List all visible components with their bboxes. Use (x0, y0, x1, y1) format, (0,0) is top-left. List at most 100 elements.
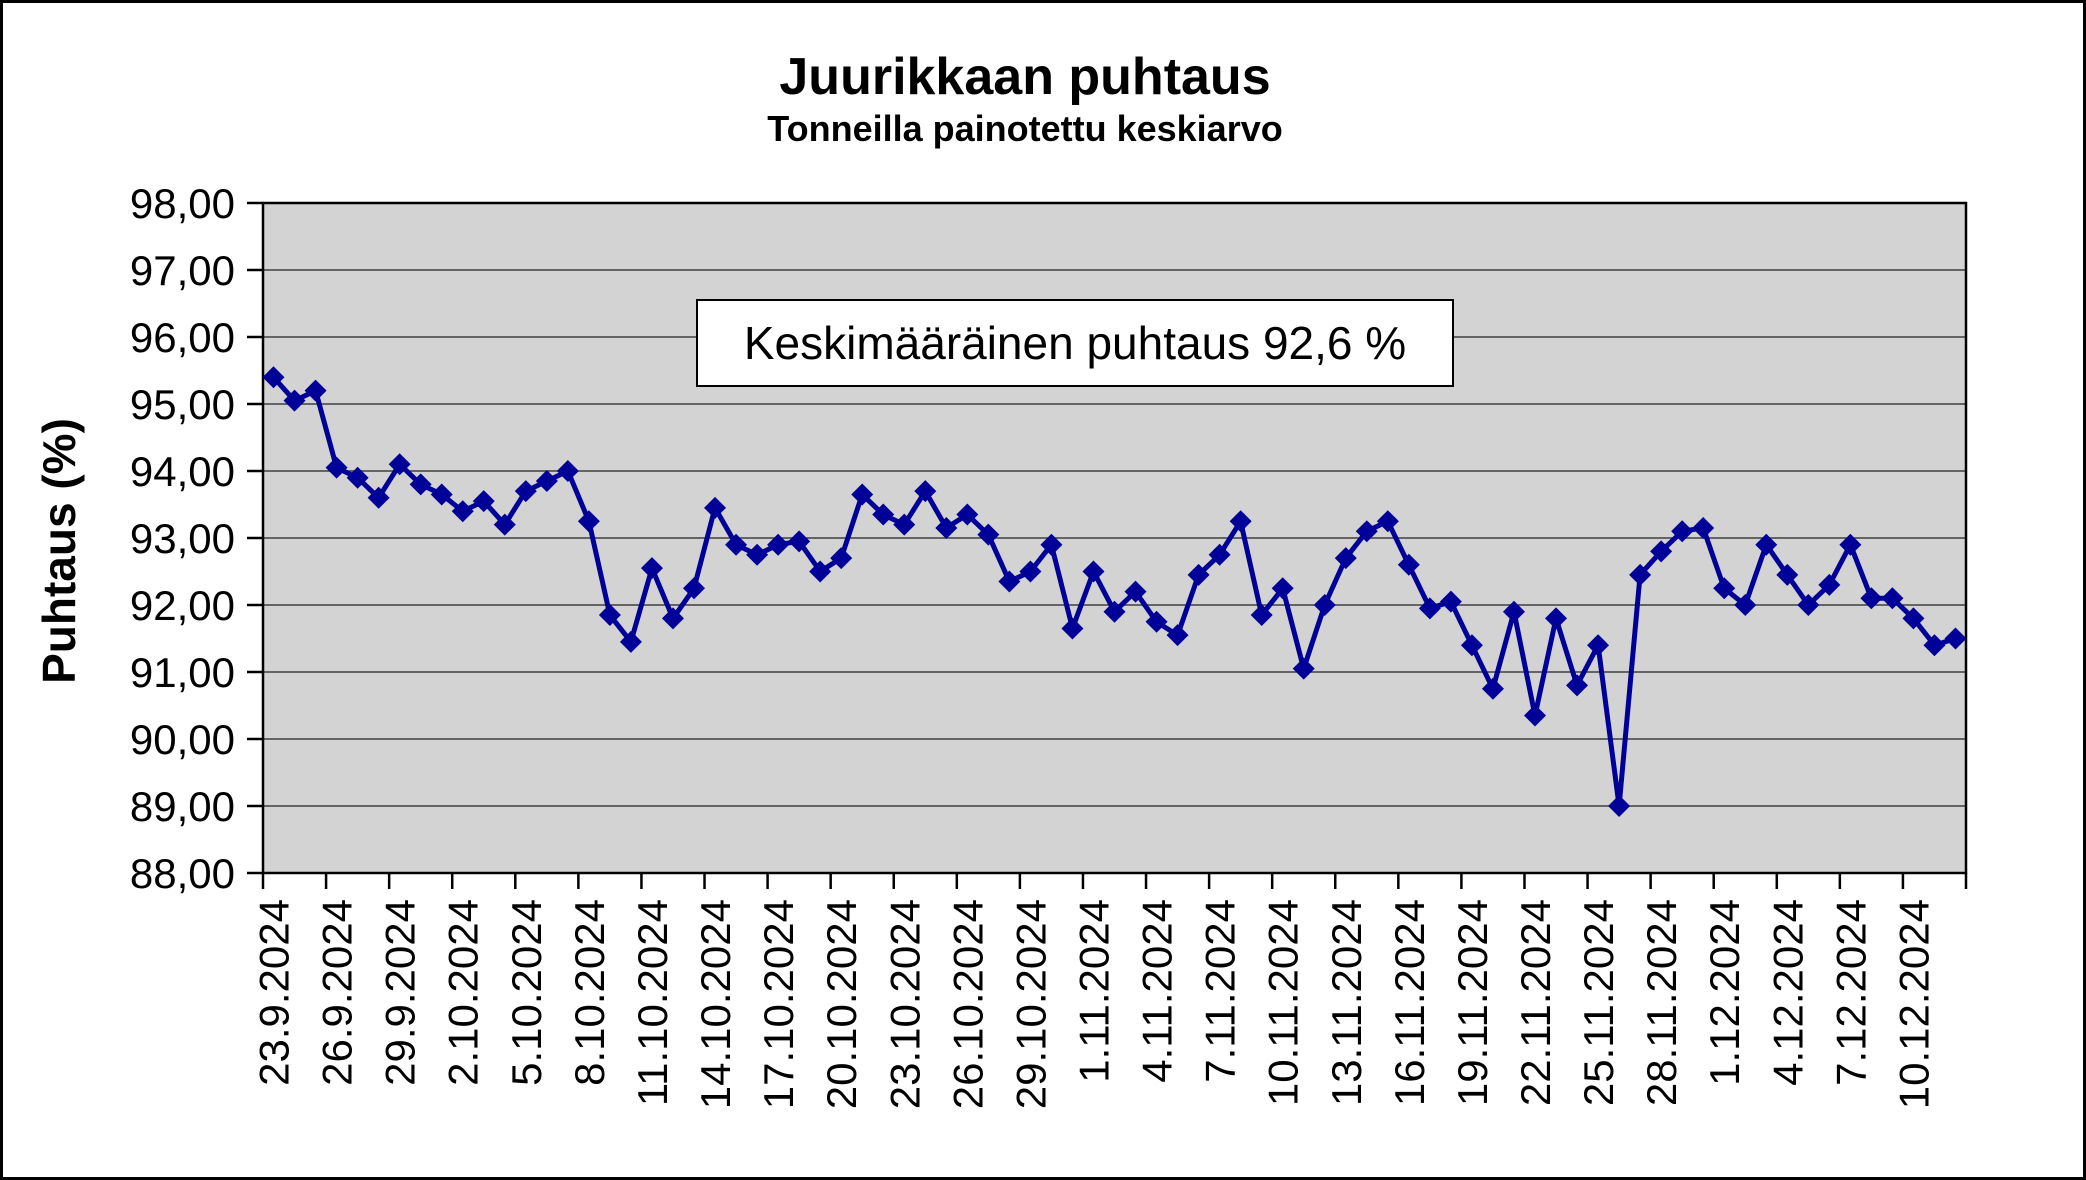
plot-area: 88,00 89,00 90,00 91,00 92,00 93,00 94,00 95,00… (130, 180, 1968, 1109)
x-tick-label: 25.11.2024 (1575, 899, 1622, 1106)
data-point (872, 503, 895, 526)
data-point (998, 570, 1021, 593)
data-point (1650, 540, 1673, 563)
data-point (1460, 634, 1483, 657)
y-tick-label: 95,00 (130, 381, 235, 428)
data-point (262, 366, 285, 389)
x-tick-label: 17.10.2024 (755, 899, 802, 1109)
x-tick-label: 7.11.2024 (1197, 899, 1244, 1083)
x-tick-label: 23.9.2024 (251, 899, 298, 1086)
y-tick-label: 97,00 (130, 247, 235, 294)
data-point (514, 480, 537, 503)
x-tick-label: 20.10.2024 (818, 899, 865, 1109)
data-point (956, 503, 979, 526)
x-tick-label: 22.11.2024 (1512, 899, 1559, 1106)
data-point (1229, 510, 1252, 533)
data-point (304, 379, 327, 402)
y-tick-label: 98,00 (130, 180, 235, 227)
data-point (1271, 577, 1294, 600)
data-point (1355, 520, 1378, 543)
data-point (1713, 577, 1736, 600)
x-tick-label: 29.10.2024 (1007, 899, 1054, 1109)
data-point (367, 486, 390, 509)
data-point (977, 523, 1000, 546)
data-point (1145, 610, 1168, 633)
x-tick-label: 8.10.2024 (566, 899, 613, 1086)
data-point (1545, 607, 1568, 630)
data-point (430, 483, 453, 506)
data-point (1566, 674, 1589, 697)
y-tick-label: 91,00 (130, 649, 235, 696)
data-point (1944, 627, 1967, 650)
data-point (1923, 634, 1946, 657)
data-point (851, 483, 874, 506)
data-point (1734, 594, 1757, 616)
data-point (935, 516, 958, 539)
x-tick-label: 10.12.2024 (1890, 899, 1937, 1109)
data-point (1124, 580, 1147, 603)
data-point (1818, 573, 1841, 596)
x-tick-label: 26.10.2024 (944, 899, 991, 1109)
data-point (1797, 594, 1820, 616)
y-tick-label: 94,00 (130, 448, 235, 495)
data-point (1418, 597, 1441, 620)
x-tick-label: 4.12.2024 (1764, 899, 1811, 1086)
data-point (1397, 553, 1420, 576)
data-point (788, 530, 811, 553)
data-point (1587, 634, 1610, 657)
data-point (1481, 677, 1504, 700)
data-point (1692, 516, 1715, 539)
x-tick-label: 23.10.2024 (881, 899, 928, 1109)
data-point (1376, 510, 1399, 533)
x-tick-label: 1.12.2024 (1701, 899, 1748, 1086)
data-point (1881, 587, 1904, 610)
data-point (893, 513, 916, 536)
x-tick-label: 4.11.2024 (1134, 899, 1181, 1083)
data-point (1103, 600, 1126, 623)
data-point (1166, 624, 1189, 647)
y-tick-label: 88,00 (130, 850, 235, 897)
data-point (577, 510, 600, 533)
x-tick-label: 2.10.2024 (440, 899, 487, 1086)
data-point (1755, 533, 1778, 556)
data-point (283, 389, 306, 412)
data-point (1839, 533, 1862, 556)
y-tick-label: 89,00 (130, 783, 235, 830)
x-tick-label: 29.9.2024 (377, 899, 424, 1086)
x-tick-label: 13.11.2024 (1323, 899, 1370, 1106)
data-point (1019, 560, 1042, 583)
data-point (1629, 563, 1652, 586)
data-point (1523, 704, 1546, 727)
x-tick-label: 26.9.2024 (314, 899, 361, 1086)
data-point (1671, 520, 1694, 543)
data-point (451, 500, 474, 523)
data-point (409, 473, 432, 496)
data-point (346, 466, 369, 489)
x-tick-label: 7.12.2024 (1827, 899, 1874, 1086)
data-point (472, 490, 495, 513)
data-point (704, 496, 727, 519)
data-point (746, 543, 769, 566)
chart-title: Juurikkaan puhtaus (779, 48, 1271, 106)
data-point (830, 547, 853, 570)
x-tick-label: 19.11.2024 (1449, 899, 1496, 1106)
x-tick-label: 16.11.2024 (1386, 899, 1433, 1106)
x-tick-label: 14.10.2024 (692, 899, 739, 1109)
data-point (1860, 587, 1883, 610)
data-point (1208, 543, 1231, 566)
data-point (325, 456, 348, 479)
y-tick-label: 90,00 (130, 716, 235, 763)
x-tick-label: 5.10.2024 (503, 899, 550, 1086)
x-tick-label: 28.11.2024 (1638, 899, 1685, 1106)
data-point (1292, 657, 1315, 680)
data-point (598, 604, 621, 627)
data-point (1439, 590, 1462, 613)
chart-subtitle: Tonneilla painotettu keskiarvo (767, 108, 1283, 149)
data-point (535, 470, 558, 493)
data-point (683, 577, 706, 600)
x-tick-label: 11.10.2024 (629, 899, 676, 1106)
data-point (914, 480, 937, 503)
data-point (1334, 547, 1357, 570)
data-point (661, 607, 684, 630)
